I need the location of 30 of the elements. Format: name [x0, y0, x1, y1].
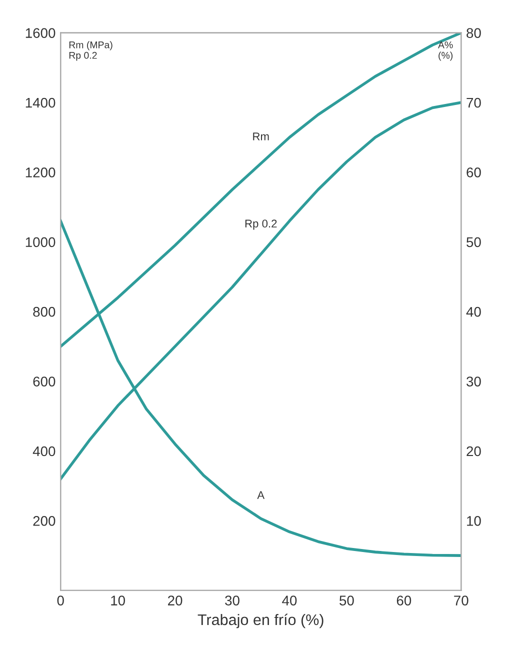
- y2-tick-label: 20: [466, 446, 481, 456]
- x-tick-label: 0: [57, 596, 64, 606]
- series-label: A: [257, 491, 265, 499]
- series-label: Rm: [253, 132, 269, 140]
- y2-tick-label: 80: [466, 28, 481, 38]
- y2-axis-title: A% (%): [438, 41, 453, 61]
- y2-tick-label: 10: [467, 516, 481, 526]
- y-tick-label: 400: [32, 446, 56, 456]
- x-tick-label: 10: [111, 596, 126, 606]
- x-tick-label: 20: [168, 596, 182, 606]
- x-tick-label: 40: [282, 596, 297, 606]
- y-tick-label: 800: [33, 306, 56, 317]
- x-tick-label: 70: [454, 596, 468, 606]
- y-tick-label: 1000: [26, 237, 56, 248]
- x-tick-label: 60: [396, 596, 412, 606]
- y-tick-label: 1600: [26, 28, 56, 38]
- x-tick-label: 30: [225, 596, 240, 606]
- x-tick-label: 50: [340, 596, 354, 606]
- x-axis-title: Trabajo en frío (%): [198, 614, 324, 628]
- y2-tick-label: 70: [466, 98, 481, 108]
- y2-tick-label: 50: [466, 237, 481, 248]
- y2-tick-label: 30: [466, 376, 481, 386]
- y-tick-label: 1400: [26, 98, 56, 108]
- y2-tick-label: 40: [466, 306, 481, 317]
- y-tick-label: 600: [33, 376, 56, 386]
- y2-tick-label: 60: [466, 168, 481, 178]
- series-label: Rp 0.2: [245, 220, 277, 230]
- y-tick-label: 1200: [26, 168, 56, 178]
- y-tick-label: 200: [33, 516, 56, 526]
- y-axis-title: Rm (MPa) Rp 0.2: [69, 41, 112, 61]
